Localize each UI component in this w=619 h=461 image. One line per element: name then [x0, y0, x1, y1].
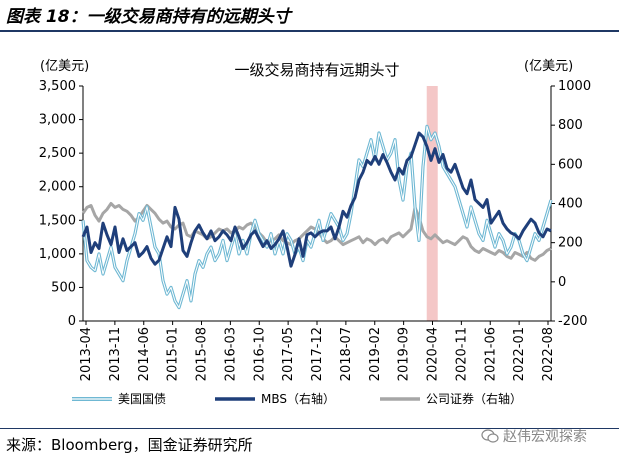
right-tick-label: 0: [558, 275, 566, 290]
left-tick-label: 0: [68, 314, 76, 329]
right-tick-label: 1000: [558, 79, 591, 94]
highlight-band-layer: [426, 86, 438, 321]
x-tick-label: 2015-01: [166, 327, 181, 381]
legend-label-treasury: 美国国债: [118, 392, 166, 406]
x-tick-label: 2017-12: [310, 327, 325, 381]
series-line-mbs: [81, 131, 552, 268]
right-tick-label: -200: [558, 314, 588, 329]
figure-title: 图表 18：一级交易商持有的远期头寸: [6, 7, 291, 27]
x-tick-label: 2015-08: [195, 327, 210, 381]
x-tick-label: 2016-10: [252, 327, 267, 381]
right-tick-label: 400: [558, 197, 583, 212]
left-tick-label: 1,000: [39, 247, 76, 262]
x-tick-label: 2013-04: [79, 327, 94, 381]
x-tick-label: 2016-03: [223, 327, 238, 381]
right-tick-label: 800: [558, 118, 583, 133]
x-tick-label: 2018-07: [339, 327, 354, 381]
title-rule: [0, 30, 619, 32]
text-layer: 3,500 3,000 2,500 2,000 1,500 1,000 500 0 1000 80…: [39, 59, 591, 381]
left-tick-label: 1,500: [39, 213, 76, 228]
left-tick-label: 2,500: [39, 146, 76, 161]
chart: 3,500 3,000 2,500 2,000 1,500 1,000 500 0 1000 80…: [39, 59, 591, 406]
left-tick-label: 2,000: [39, 180, 76, 195]
right-tick-label: 600: [558, 157, 583, 172]
right-tick-label: 200: [558, 236, 583, 251]
axes-layer: [79, 85, 555, 325]
right-unit-label: (亿美元): [524, 59, 573, 74]
highlight-band: [426, 86, 438, 321]
wechat-icon: [481, 429, 499, 443]
x-tick-label: 2021-06: [483, 327, 498, 381]
x-tick-label: 2014-06: [137, 327, 152, 381]
legend-label-mbs: MBS（右轴）: [261, 391, 335, 406]
left-tick-label: 3,500: [39, 79, 76, 94]
legend: 美国国债 MBS（右轴） 公司证券（右轴）: [72, 391, 522, 406]
left-tick-label: 500: [51, 280, 76, 295]
x-tick-label: 2017-05: [281, 327, 296, 381]
series-line-treasury-inner: [82, 125, 552, 309]
bottom-rule: [0, 428, 619, 429]
x-tick-label: 2019-02: [368, 327, 383, 381]
left-unit-label: (亿美元): [40, 59, 89, 74]
x-tick-label: 2020-11: [454, 327, 469, 381]
series-line-treasury: [81, 124, 553, 310]
series-layer: [81, 124, 553, 310]
legend-label-corporate: 公司证券（右轴）: [426, 391, 522, 406]
watermark: 赵伟宏观探索: [481, 426, 587, 446]
left-tick-label: 3,000: [39, 113, 76, 128]
x-tick-label: 2022-08: [541, 327, 556, 381]
x-tick-label: 2020-04: [426, 327, 441, 381]
x-tick-label: 2013-11: [108, 327, 123, 381]
source-note: 来源：Bloomberg，国金证券研究所: [6, 436, 253, 454]
x-tick-label: 2022-01: [512, 327, 527, 381]
watermark-text: 赵伟宏观探索: [503, 429, 587, 445]
x-tick-label: 2019-09: [397, 327, 412, 381]
chart-title: 一级交易商持有远期头寸: [234, 61, 399, 79]
